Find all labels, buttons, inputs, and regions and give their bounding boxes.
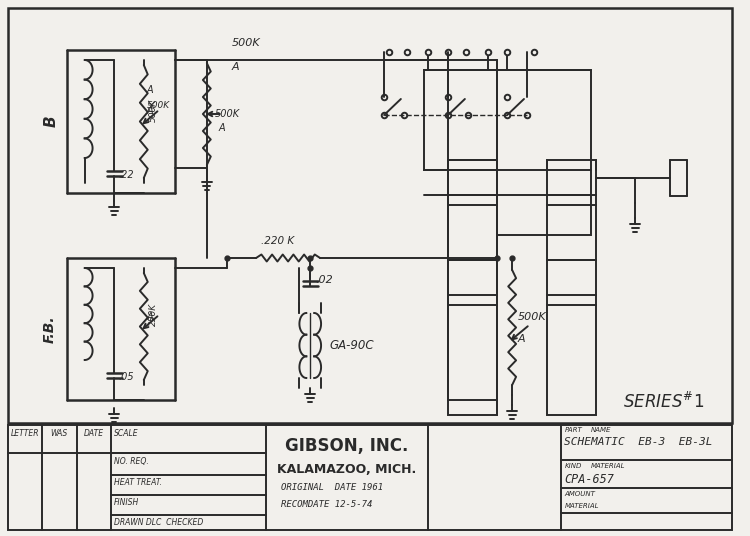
Text: A: A	[219, 123, 225, 133]
Text: .05: .05	[118, 372, 134, 382]
Text: DATE: DATE	[83, 429, 104, 438]
Bar	[448, 260, 497, 415]
Bar	[424, 70, 497, 170]
Text: MATERIAL: MATERIAL	[564, 503, 598, 509]
Text: A: A	[147, 311, 154, 322]
Text: HEAT TREAT.: HEAT TREAT.	[114, 478, 162, 487]
Bar	[448, 160, 497, 400]
Text: SCHEMATIC  EB-3  EB-3L: SCHEMATIC EB-3 EB-3L	[564, 437, 712, 447]
Text: 500K: 500K	[232, 38, 260, 48]
Text: 500K: 500K	[518, 312, 547, 323]
Text: GIBSON, INC.: GIBSON, INC.	[285, 437, 408, 455]
Text: NO. REQ.: NO. REQ.	[114, 457, 149, 466]
Bar	[497, 70, 591, 235]
Text: WAS: WAS	[50, 429, 68, 438]
Text: CPA-657: CPA-657	[564, 473, 614, 486]
Text: GA-90C: GA-90C	[330, 339, 374, 352]
Text: PART: PART	[564, 427, 582, 433]
Text: FINISH: FINISH	[114, 498, 140, 507]
Text: 250K: 250K	[149, 303, 158, 326]
Text: .22: .22	[118, 170, 134, 180]
Text: MATERIAL: MATERIAL	[591, 463, 626, 469]
Bar	[448, 160, 497, 260]
Text: ORIGINAL  DATE 1961: ORIGINAL DATE 1961	[280, 483, 382, 492]
Bar	[547, 160, 596, 260]
Text: KALAMAZOO, MICH.: KALAMAZOO, MICH.	[277, 463, 416, 476]
Text: NAME: NAME	[591, 427, 611, 433]
Bar	[8, 425, 732, 530]
Text: B: B	[44, 116, 59, 128]
Bar	[8, 8, 732, 423]
Text: F.B.: F.B.	[43, 315, 57, 343]
Text: .220 K: .220 K	[261, 236, 294, 246]
Text: AMOUNT: AMOUNT	[564, 491, 596, 497]
Text: DRAWN DLC  CHECKED: DRAWN DLC CHECKED	[114, 518, 203, 527]
Text: A: A	[232, 62, 239, 72]
Text: LETTER: LETTER	[10, 429, 39, 438]
Text: SCALE: SCALE	[114, 429, 139, 438]
Text: 500K: 500K	[147, 101, 170, 109]
Text: KIND: KIND	[564, 463, 582, 469]
Text: $SERIES^{\#}1$: $SERIES^{\#}1$	[623, 392, 704, 412]
Text: RECOMDATE 12-5-74: RECOMDATE 12-5-74	[280, 500, 372, 509]
Text: A: A	[518, 334, 526, 345]
Text: 500K: 500K	[214, 109, 240, 119]
Text: .02: .02	[315, 275, 333, 285]
Text: 500K: 500K	[149, 99, 158, 122]
Text: A: A	[147, 107, 154, 116]
Text: A: A	[147, 85, 154, 95]
Bar	[547, 260, 596, 415]
